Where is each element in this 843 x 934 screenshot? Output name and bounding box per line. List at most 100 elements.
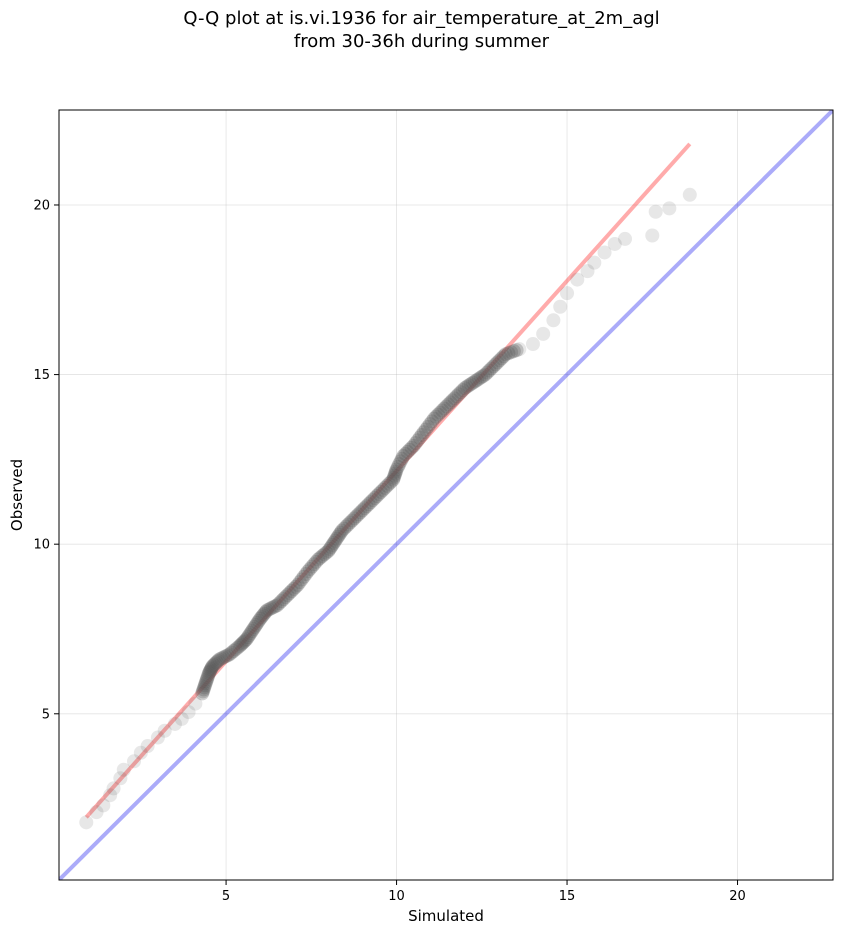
- x-tick-label: 10: [388, 889, 405, 904]
- data-point: [195, 686, 210, 701]
- data-point: [89, 805, 104, 820]
- data-point: [332, 527, 347, 542]
- data-point: [270, 598, 285, 613]
- data-point: [296, 569, 311, 584]
- data-point: [662, 201, 677, 216]
- data-point: [106, 781, 121, 796]
- data-point: [425, 414, 440, 429]
- data-point: [498, 347, 513, 362]
- data-point: [268, 599, 283, 614]
- data-point: [470, 373, 485, 388]
- data-point: [607, 236, 622, 251]
- data-point: [373, 484, 388, 499]
- data-point: [244, 624, 259, 639]
- data-point: [337, 521, 352, 536]
- data-point: [341, 517, 356, 532]
- data-point: [224, 645, 239, 660]
- data-point: [251, 613, 266, 628]
- data-point: [79, 815, 94, 830]
- data-point: [202, 664, 217, 679]
- data-point: [330, 529, 345, 544]
- reference-line: [59, 110, 833, 880]
- data-point: [116, 762, 131, 777]
- data-point: [313, 550, 328, 565]
- data-point: [243, 626, 258, 641]
- data-point: [127, 754, 142, 769]
- data-point: [216, 650, 231, 665]
- data-point: [682, 187, 697, 202]
- data-point: [484, 361, 499, 376]
- y-tick-label: 10: [33, 538, 50, 553]
- y-tick-label: 15: [33, 368, 50, 383]
- data-point: [416, 425, 431, 440]
- data-point: [398, 446, 413, 461]
- data-point: [345, 513, 360, 528]
- data-point: [367, 491, 382, 506]
- data-point: [357, 501, 372, 516]
- data-point: [445, 393, 460, 408]
- data-point: [278, 590, 293, 605]
- data-point: [188, 696, 203, 711]
- data-point: [204, 662, 219, 677]
- data-point: [349, 509, 364, 524]
- data-point: [218, 649, 233, 664]
- data-point: [392, 457, 407, 472]
- data-point: [205, 659, 220, 674]
- data-point: [395, 451, 410, 466]
- data-point: [339, 519, 354, 534]
- data-point: [389, 462, 404, 477]
- data-point: [235, 636, 250, 651]
- data-point: [388, 466, 403, 481]
- data-point: [236, 634, 251, 649]
- data-point: [587, 255, 602, 270]
- data-point: [553, 299, 568, 314]
- data-point: [455, 383, 470, 398]
- data-point: [386, 472, 401, 487]
- data-point: [396, 448, 411, 463]
- lines: [59, 110, 833, 880]
- data-point: [377, 480, 392, 495]
- data-point: [272, 596, 287, 611]
- data-point: [274, 594, 289, 609]
- data-point: [414, 427, 429, 442]
- data-point: [232, 638, 247, 653]
- data-point: [504, 345, 519, 360]
- data-point: [463, 377, 478, 392]
- data-point: [234, 637, 249, 652]
- data-point: [238, 633, 253, 648]
- data-point: [226, 644, 241, 659]
- data-point: [282, 586, 297, 601]
- data-point: [467, 374, 482, 389]
- data-point: [239, 632, 254, 647]
- data-point: [167, 716, 182, 731]
- data-point: [315, 549, 330, 564]
- data-point: [431, 407, 446, 422]
- data-point: [371, 486, 386, 501]
- data-point: [645, 228, 660, 243]
- data-point: [214, 651, 229, 666]
- data-point: [648, 204, 663, 219]
- data-point: [322, 541, 337, 556]
- data-point: [255, 608, 270, 623]
- data-point: [570, 272, 585, 287]
- data-point: [212, 652, 227, 667]
- data-point: [418, 422, 433, 437]
- data-point: [509, 343, 524, 358]
- data-point: [196, 682, 211, 697]
- data-point: [355, 503, 370, 518]
- data-point: [459, 379, 474, 394]
- data-point: [453, 385, 468, 400]
- data-point: [361, 497, 376, 512]
- data-point: [300, 564, 315, 579]
- x-tick-label: 5: [222, 889, 230, 904]
- y-tick-label: 20: [33, 198, 50, 213]
- data-point: [380, 478, 395, 493]
- data-point: [406, 438, 421, 453]
- data-point: [321, 543, 336, 558]
- data-point: [433, 405, 448, 420]
- data-point: [240, 630, 255, 645]
- data-point: [96, 798, 111, 813]
- data-point: [400, 444, 415, 459]
- data-point: [220, 648, 235, 663]
- data-point: [384, 474, 399, 489]
